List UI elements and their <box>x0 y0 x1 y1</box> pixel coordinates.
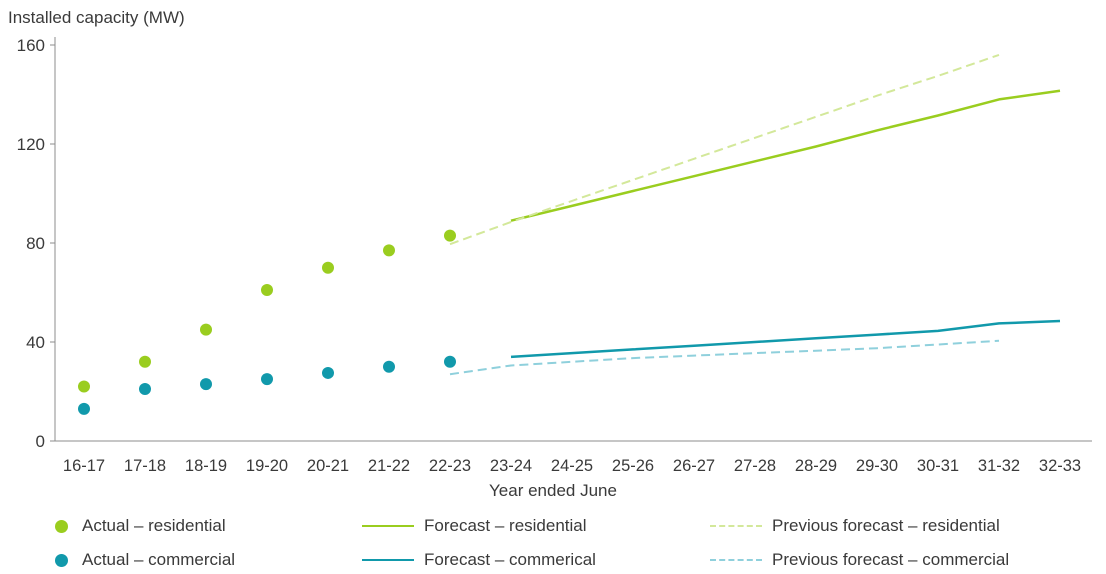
series-5 <box>449 339 1000 376</box>
data-point <box>139 383 151 396</box>
data-point <box>322 261 334 274</box>
legend-dash-icon <box>710 559 762 561</box>
x-tick-label: 30-31 <box>917 457 959 475</box>
x-tick-label: 21-22 <box>368 457 410 475</box>
legend-marker-icon <box>55 553 68 567</box>
legend-item-forecast-commercial: Forecast – commerical <box>362 550 596 570</box>
x-tick-label: 29-30 <box>856 457 898 475</box>
series-line <box>449 53 1000 246</box>
legend-label: Forecast – commerical <box>424 550 596 569</box>
x-tick-label: 18-19 <box>185 457 227 475</box>
data-point <box>200 323 212 336</box>
series-3 <box>510 319 1061 359</box>
legend-label: Previous forecast – residential <box>772 516 1000 535</box>
legend-item-previous-forecast-commercial: Previous forecast – commercial <box>710 550 1009 570</box>
y-tick-label: 0 <box>36 432 45 451</box>
data-point <box>200 378 212 391</box>
x-tick-label: 32-33 <box>1039 457 1081 475</box>
legend-dash-icon <box>710 525 762 527</box>
legend-item-forecast-residential: Forecast – residential <box>362 516 587 536</box>
data-point <box>78 402 90 415</box>
legend-marker-icon <box>55 519 68 533</box>
x-tick-label: 19-20 <box>246 457 288 475</box>
x-tick-label: 23-24 <box>490 457 532 475</box>
x-tick-label: 27-28 <box>734 457 776 475</box>
legend-item-previous-forecast-residential: Previous forecast – residential <box>710 516 1000 536</box>
legend: Actual – residential Actual – commercial… <box>0 508 1106 574</box>
y-tick-label: 80 <box>26 234 45 253</box>
x-tick-label: 17-18 <box>124 457 166 475</box>
legend-item-actual-commercial: Actual – commercial <box>52 550 235 570</box>
data-point <box>261 284 273 297</box>
data-point <box>322 366 334 379</box>
legend-label: Actual – commercial <box>82 550 236 569</box>
legend-label: Forecast – residential <box>424 516 587 535</box>
y-tick-label: 160 <box>17 36 45 55</box>
data-point <box>139 355 151 368</box>
series-0 <box>78 229 456 393</box>
legend-item-actual-residential: Actual – residential <box>52 516 226 536</box>
y-axis-title: Installed capacity (MW) <box>8 8 185 27</box>
x-tick-label: 16-17 <box>63 457 105 475</box>
data-point <box>261 373 273 386</box>
legend-label: Actual – residential <box>82 516 226 535</box>
chart-marks <box>78 53 1061 415</box>
x-axis-title: Year ended June <box>489 481 617 500</box>
legend-line-icon <box>362 559 414 561</box>
axes: 0 40 80 120 160 16-17 17-18 18-19 19-20 20-21 21-2… <box>17 36 1092 500</box>
x-tick-label: 31-32 <box>978 457 1020 475</box>
series-line <box>510 319 1061 359</box>
series-4 <box>449 53 1000 246</box>
y-tick-label: 120 <box>17 135 45 154</box>
data-point <box>383 244 395 257</box>
data-point <box>444 355 456 368</box>
x-tick-label: 26-27 <box>673 457 715 475</box>
y-tick-label: 40 <box>26 333 45 352</box>
series-1 <box>78 355 456 415</box>
series-2 <box>510 89 1061 222</box>
x-tick-label: 20-21 <box>307 457 349 475</box>
chart-canvas: 0 40 80 120 160 16-17 17-18 18-19 19-20 20-21 21-2… <box>17 36 1092 500</box>
data-point <box>383 360 395 373</box>
series-line <box>449 339 1000 376</box>
x-tick-label: 28-29 <box>795 457 837 475</box>
legend-label: Previous forecast – commercial <box>772 550 1010 569</box>
data-point <box>444 229 456 242</box>
series-line <box>510 89 1061 222</box>
x-tick-label: 25-26 <box>612 457 654 475</box>
x-tick-label: 22-23 <box>429 457 471 475</box>
x-tick-label: 24-25 <box>551 457 593 475</box>
data-point <box>78 380 90 393</box>
legend-line-icon <box>362 525 414 527</box>
